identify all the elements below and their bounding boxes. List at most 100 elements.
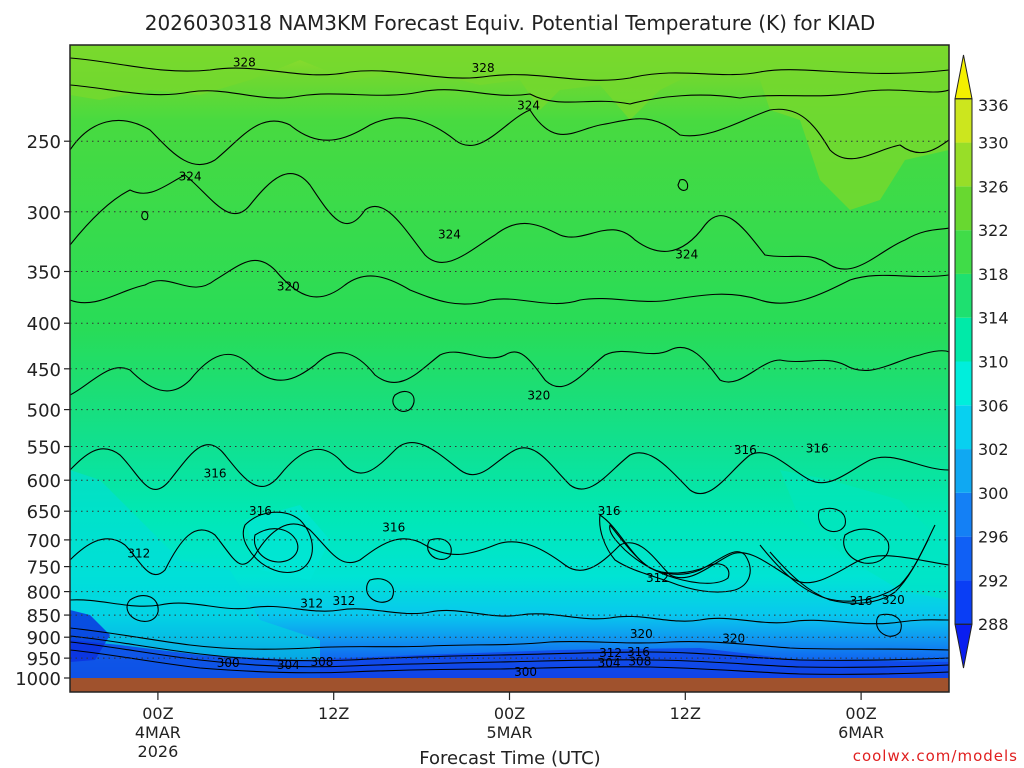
colorbar-label-310: 310 (978, 353, 1009, 372)
x-tick-label: 12Z (318, 704, 349, 723)
colorbar-segment-292 (955, 580, 972, 625)
colorbar-segment-296 (955, 536, 972, 581)
colorbar-label-306: 306 (978, 396, 1009, 415)
x-tick-label: 00Z (142, 704, 173, 723)
colorbar-label-296: 296 (978, 528, 1009, 547)
contour-label: 320 (527, 388, 550, 402)
colorbar-label-292: 292 (978, 571, 1009, 590)
y-tick-label: 600 (27, 471, 61, 492)
colorbar-label-300: 300 (978, 484, 1009, 503)
y-tick-label: 800 (27, 583, 61, 604)
credit-text: coolwx.com/models (853, 747, 1018, 765)
contour-label: 320 (277, 280, 300, 294)
contour-label: 316 (627, 645, 650, 659)
colorbar-top-cap (954, 54, 973, 100)
y-tick-label: 450 (27, 360, 61, 381)
grid-lines (70, 140, 949, 659)
colorbar-segment-302 (955, 449, 972, 493)
y-tick-label: 300 (27, 203, 61, 224)
contour-label: 316 (249, 504, 272, 518)
x-tick-label: 00Z (845, 704, 876, 723)
y-tick-label: 950 (27, 649, 61, 670)
colorbar-segment-330 (955, 142, 972, 187)
contour-label: 324 (517, 99, 540, 113)
cool-lowlevel-patch-1 (70, 470, 320, 678)
x-tick-label: 00Z (494, 704, 525, 723)
colorbar-bottom-cap (954, 623, 973, 669)
colorbar-label-314: 314 (978, 309, 1009, 328)
y-tick-label: 900 (27, 628, 61, 649)
contour-label: 324 (179, 170, 202, 184)
colorbar-label-334: 336 (978, 96, 1009, 115)
warm-upper-patch (70, 45, 949, 210)
colorbar-segment-306 (955, 405, 972, 450)
contour-label: 324 (675, 248, 698, 262)
x-tick-label: 2026 (138, 742, 179, 761)
contour-label: 312 (300, 597, 323, 611)
contour-label: 308 (628, 654, 651, 668)
cool-lowlevel-patch-2 (780, 470, 949, 600)
contour-label: 300 (217, 656, 240, 670)
colorbar-label-302: 302 (978, 440, 1009, 459)
contour-label: 328 (233, 55, 256, 69)
colorbar-label-326: 326 (978, 177, 1009, 196)
y-tick-label: 350 (27, 262, 61, 283)
x-tick-label: 4MAR (135, 723, 181, 742)
x-tick-label: 5MAR (486, 723, 532, 742)
contour-label: 328 (472, 61, 495, 75)
contour-label: 308 (311, 655, 334, 669)
contour-label: 316 (734, 443, 757, 457)
contour-label: 316 (382, 521, 405, 535)
contour-label: 312 (599, 646, 622, 660)
x-tick-label: 6MAR (838, 723, 884, 742)
y-tick-label: 250 (27, 132, 61, 153)
y-tick-label: 700 (27, 531, 61, 552)
y-tick-label: 1000 (15, 669, 61, 690)
colorbar-segment-334 (955, 98, 972, 143)
contour-label: 316 (598, 504, 621, 518)
contour-label: 324 (438, 227, 461, 241)
colorbar-label-330: 330 (978, 134, 1009, 153)
contour-lines (70, 57, 949, 675)
cold-corner (70, 610, 110, 662)
contour-label: 320 (722, 631, 745, 645)
contour-label: 316 (806, 442, 829, 456)
colorbar-label-322: 322 (978, 221, 1009, 240)
y-tick-label: 750 (27, 558, 61, 579)
y-tick-label: 550 (27, 438, 61, 459)
y-tick-label: 650 (27, 502, 61, 523)
x-tick-label: 12Z (670, 704, 701, 723)
y-tick-label: 400 (27, 314, 61, 335)
colorbar-segment-300 (955, 492, 972, 537)
contour-label: 300 (514, 665, 537, 679)
y-tick-label: 500 (27, 401, 61, 422)
cold-surface-layer (70, 640, 949, 678)
colorbar-segment-326 (955, 186, 972, 231)
contour-label: 304 (598, 656, 621, 670)
contour-label: 312 (127, 546, 150, 560)
colorbar: 288 292 296 300 302 306 310 314 318 322 326 330 336 (954, 54, 1009, 669)
colorbar-segment-318 (955, 273, 972, 318)
y-tick-label: 850 (27, 606, 61, 627)
contour-label: 320 (630, 627, 653, 641)
colorbar-label-288: 288 (978, 615, 1009, 634)
chart-title: 2026030318 NAM3KM Forecast Equiv. Potent… (145, 11, 876, 35)
x-axis-label: Forecast Time (UTC) (419, 748, 600, 768)
contour-label: 312 (333, 594, 356, 608)
contour-label: 316 (204, 467, 227, 481)
contour-label: 320 (882, 593, 905, 607)
contour-label: 304 (277, 658, 300, 672)
y-axis: 2503003504004505005506006507007508008509… (15, 132, 70, 690)
colorbar-segment-322 (955, 230, 972, 274)
colorbar-segment-314 (955, 317, 972, 362)
colorbar-frame (954, 98, 973, 625)
colorbar-label-318: 318 (978, 265, 1009, 284)
contour-label: 312 (646, 571, 669, 585)
colorbar-segment-310 (955, 361, 972, 406)
contour-label: 316 (850, 594, 873, 608)
ground-bar (70, 678, 949, 692)
